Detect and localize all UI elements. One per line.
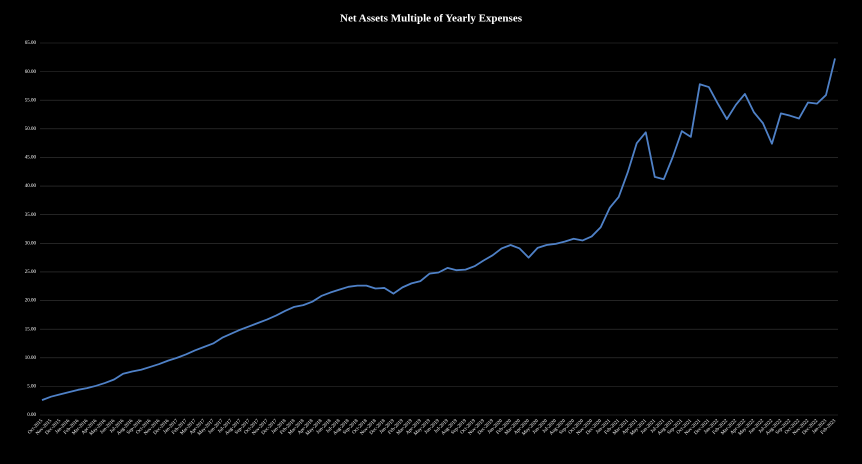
y-tick-label: 5.00 (27, 385, 36, 390)
data-line (41, 58, 836, 401)
y-tick-label: 20.00 (25, 299, 37, 304)
y-tick-label: 25.00 (25, 270, 37, 275)
y-tick-label: 15.00 (25, 327, 37, 332)
y-tick-label: 40.00 (25, 184, 37, 189)
y-tick-label: 35.00 (25, 213, 37, 218)
y-tick-label: 55.00 (25, 98, 37, 103)
y-tick-label: 0.00 (27, 413, 36, 418)
y-tick-label: 50.00 (25, 127, 37, 132)
chart-title: Net Assets Multiple of Yearly Expenses (340, 13, 523, 25)
y-tick-label: 60.00 (25, 70, 37, 75)
y-tick-label: 45.00 (25, 156, 37, 161)
y-tick-label: 30.00 (25, 241, 37, 246)
y-tick-label: 10.00 (25, 356, 37, 361)
y-tick-label: 65.00 (25, 41, 37, 46)
